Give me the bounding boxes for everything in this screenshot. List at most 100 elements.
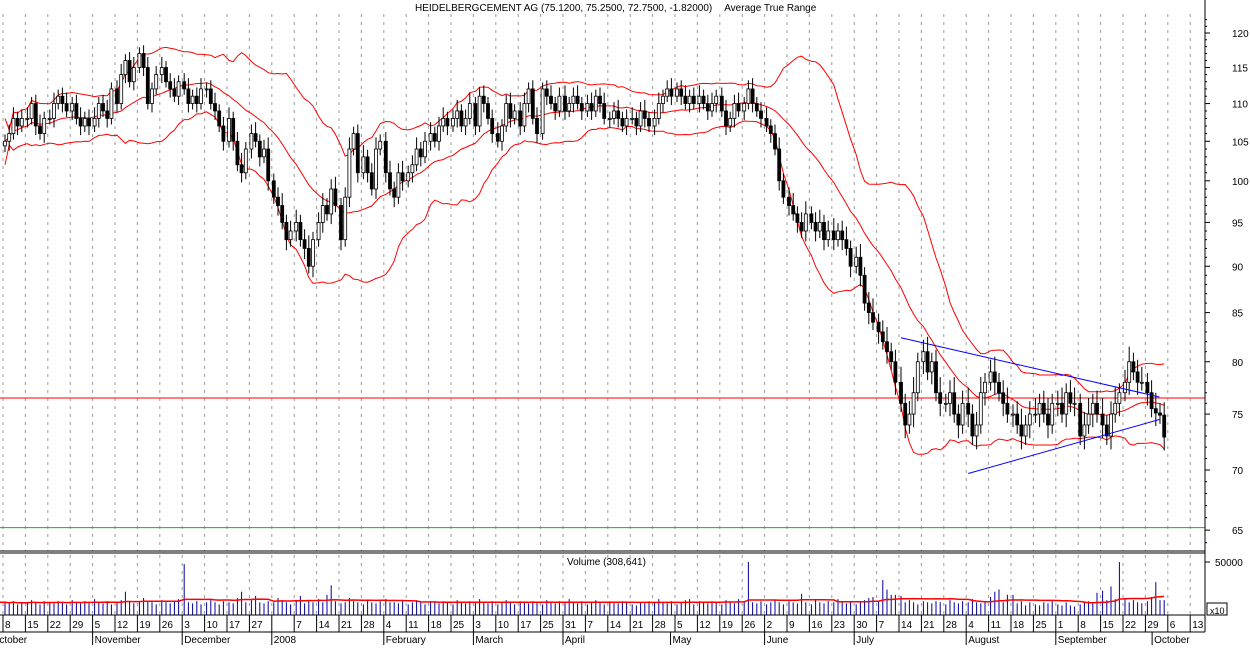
candle-body (848, 248, 853, 267)
week-tick-label: 16 (811, 620, 823, 631)
candle-body (683, 95, 688, 104)
candle-body (208, 88, 213, 104)
candle-body (714, 95, 719, 104)
candle-body (665, 88, 670, 97)
candle-body (697, 95, 702, 104)
week-tick-label: 23 (834, 620, 846, 631)
candle-body (101, 103, 105, 112)
candle-body (616, 110, 621, 119)
candle-body (1086, 413, 1091, 426)
candle-body (141, 53, 146, 68)
candle-body (787, 196, 791, 206)
month-label: November (95, 635, 142, 645)
candle-body (325, 205, 329, 215)
month-label: July (856, 635, 874, 645)
price-tick-label: 80 (1232, 358, 1244, 369)
candle-body (463, 118, 468, 127)
candle-body (374, 148, 378, 190)
trendline (900, 337, 1160, 398)
candle-body (1055, 402, 1060, 405)
candle-body (271, 180, 276, 198)
week-tick-label: 25 (1035, 620, 1047, 631)
candle-body (127, 60, 132, 83)
candle-body (38, 125, 42, 134)
candle-body (522, 103, 527, 127)
candle-body (423, 140, 427, 158)
candle-body (1050, 402, 1055, 426)
candle-body (257, 140, 262, 158)
candle-body (530, 88, 535, 119)
candle-body (579, 103, 584, 112)
volume-scale-tick: 50000 (1215, 558, 1243, 569)
candle-body (997, 381, 1001, 394)
candle-body (1123, 381, 1127, 394)
week-tick-label: 13 (1192, 620, 1204, 631)
candle-body (182, 81, 187, 90)
candle-body (288, 230, 293, 241)
candle-body (119, 74, 124, 104)
candle-body (186, 88, 191, 104)
candle-body (1015, 413, 1020, 426)
month-label: March (475, 635, 503, 645)
candle-body (369, 172, 374, 190)
week-tick-label: 4 (968, 620, 974, 631)
candle-body (477, 95, 482, 127)
candle-body (280, 205, 285, 223)
candle-body (701, 95, 706, 104)
candle-body (249, 133, 254, 150)
candle-body (11, 118, 16, 134)
candle-body (311, 239, 315, 267)
candle-body (750, 88, 755, 104)
candle-body (172, 88, 177, 97)
candle-body (1145, 381, 1150, 394)
candle-body (365, 156, 370, 174)
candle-body (1078, 402, 1083, 437)
candle-body (1095, 402, 1099, 415)
candle-body (679, 88, 684, 97)
month-label: June (767, 635, 789, 645)
candle-body (164, 67, 168, 83)
week-tick-label: 22 (1125, 620, 1137, 631)
price-tick-label: 95 (1232, 218, 1244, 229)
candle-body (1019, 424, 1024, 437)
trendline (968, 419, 1160, 474)
week-tick-label: 28 (655, 620, 667, 631)
candle-body (383, 140, 388, 174)
candle-body (1139, 381, 1144, 384)
candle-body (406, 172, 411, 182)
candle-body (467, 103, 472, 119)
candle-body (115, 88, 119, 104)
week-tick-label: 8 (1080, 620, 1086, 631)
week-tick-label: 28 (363, 620, 375, 631)
candle-body (858, 256, 863, 276)
candle-body (791, 205, 796, 215)
candle-body (361, 156, 366, 174)
candle-body (459, 110, 464, 127)
candle-body (768, 125, 773, 134)
candle-body (929, 361, 934, 373)
candle-body (78, 118, 83, 127)
candle-body (343, 196, 348, 241)
candle-body (840, 230, 845, 241)
week-tick-label: 10 (207, 620, 219, 631)
candle-body (903, 402, 908, 426)
candle-body (347, 148, 352, 198)
candle-body (414, 148, 419, 166)
week-tick-label: 14 (319, 620, 331, 631)
candle-body (74, 103, 79, 119)
candle-body (885, 341, 889, 353)
candle-body (70, 103, 75, 112)
candle-body (243, 148, 248, 174)
candle-body (1109, 413, 1113, 437)
candle-body (60, 95, 65, 104)
candle-body (656, 103, 661, 119)
candle-body (123, 60, 128, 75)
candle-body (168, 81, 173, 90)
candle-body (199, 88, 203, 104)
candle-body (150, 88, 154, 104)
week-tick-label: 8 (5, 620, 11, 631)
price-tick-label: 120 (1232, 29, 1249, 40)
candle-body (221, 125, 226, 142)
candle-body (589, 103, 594, 112)
candle-body (276, 196, 280, 206)
